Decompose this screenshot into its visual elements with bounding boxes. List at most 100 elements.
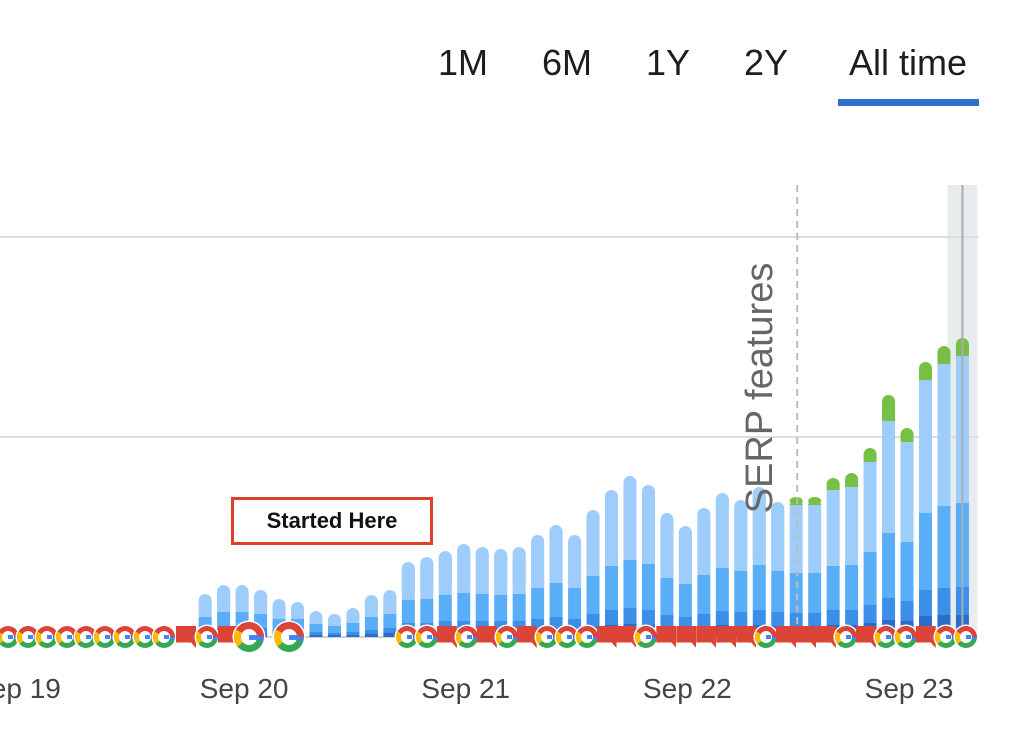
annotation-flag-icon[interactable] — [736, 626, 757, 648]
bar-segment — [660, 615, 674, 627]
annotation-flag-icon[interactable] — [176, 626, 196, 648]
bar-may-21 — [383, 590, 397, 637]
bar-segment — [697, 614, 711, 627]
bar-oct-23 — [919, 362, 932, 637]
bar-segment-top-fill — [697, 514, 711, 575]
tab-6m[interactable]: 6M — [541, 42, 593, 83]
bar-segment-top-fill — [660, 519, 674, 578]
annotation-flag-icon[interactable] — [656, 626, 677, 648]
google-update-icon[interactable] — [0, 626, 19, 648]
google-update-icon[interactable] — [894, 626, 917, 648]
google-update-icon[interactable] — [575, 626, 598, 648]
annotation-flag-icon[interactable] — [516, 626, 537, 648]
bar-segment — [512, 621, 526, 630]
bar-segment — [586, 576, 600, 614]
started-here-annotation: Started Here — [231, 497, 433, 545]
bar-apr-23 — [808, 497, 822, 637]
tab-2y[interactable]: 2Y — [743, 42, 789, 83]
bar-segment — [882, 533, 896, 598]
active-tab-underline — [838, 99, 979, 106]
bar-segment — [383, 614, 397, 628]
bar-segment — [364, 617, 378, 630]
bar-segment-top-fill — [494, 555, 508, 595]
tab-1y[interactable]: 1Y — [645, 42, 691, 83]
bar-segment — [568, 619, 582, 629]
google-update-icon[interactable] — [17, 626, 39, 648]
annotation-flag-icon[interactable] — [716, 626, 737, 648]
google-update-icon[interactable] — [56, 626, 78, 648]
bar-oct-21 — [475, 547, 489, 637]
bar-segment — [364, 634, 378, 637]
google-update-icon[interactable] — [415, 626, 438, 648]
annotation-flag-icon[interactable] — [676, 626, 697, 648]
bar-segment — [475, 621, 489, 630]
annotation-flag-icon[interactable] — [776, 626, 797, 648]
bar-segment — [438, 621, 452, 630]
bar-apr-22 — [586, 510, 600, 637]
bar-segment-top-fill — [734, 506, 748, 571]
bar-segment-top-fill — [641, 491, 655, 564]
google-update-icon[interactable] — [274, 622, 304, 652]
google-update-icon[interactable] — [134, 626, 156, 648]
bar-segment — [678, 584, 692, 617]
x-tick-label: Sep 21 — [421, 673, 510, 704]
bar-segment — [863, 605, 877, 623]
bar-segment-top-fill — [217, 591, 231, 612]
annotation-flag-icon[interactable] — [616, 626, 637, 648]
bar-segment-top-fill — [383, 596, 397, 614]
google-update-icon[interactable] — [934, 626, 957, 648]
bar-segment-top-fill — [826, 484, 840, 490]
bar-segment — [863, 462, 877, 552]
annotation-flag-icon[interactable] — [855, 626, 876, 648]
annotation-flag-icon[interactable] — [915, 626, 936, 648]
serp-features-label: SERP features — [739, 263, 781, 514]
annotation-flag-icon[interactable] — [218, 626, 238, 648]
google-update-icon[interactable] — [874, 626, 897, 648]
google-update-icon[interactable] — [234, 622, 264, 652]
bar-segment — [623, 560, 637, 608]
bar-segment — [752, 610, 766, 625]
google-update-icon[interactable] — [196, 626, 218, 648]
google-update-icon[interactable] — [635, 626, 658, 648]
bar-mar-23 — [789, 497, 803, 637]
annotation-flag-icon[interactable] — [476, 626, 497, 648]
annotation-flag-icon[interactable] — [596, 626, 617, 648]
google-update-icon[interactable] — [36, 626, 58, 648]
bar-segment — [826, 566, 840, 610]
bar-segment — [364, 630, 378, 634]
google-update-icon[interactable] — [455, 626, 478, 648]
bar-segment-top-fill — [900, 434, 914, 442]
bar-segment — [826, 610, 840, 625]
google-update-icon[interactable] — [535, 626, 558, 648]
google-update-icon[interactable] — [555, 626, 578, 648]
bar-feb-23 — [771, 502, 785, 637]
google-update-icon[interactable] — [75, 626, 97, 648]
google-update-icon[interactable] — [954, 626, 977, 648]
google-update-icon[interactable] — [755, 626, 778, 648]
bar-segment-top-fill — [531, 541, 545, 588]
bar-segment-top-fill — [715, 499, 729, 568]
tab-all-time[interactable]: All time — [848, 42, 968, 83]
bar-segment-top-fill — [254, 596, 268, 614]
bar-segment — [808, 505, 822, 573]
tab-1m[interactable]: 1M — [437, 42, 489, 83]
bar-segment — [327, 633, 341, 635]
annotation-flag-icon[interactable] — [696, 626, 717, 648]
annotation-flag-icon[interactable] — [815, 626, 836, 648]
bar-segment — [641, 564, 655, 610]
bar-segment — [660, 578, 674, 615]
google-update-icon[interactable] — [834, 626, 857, 648]
bar-segment — [919, 513, 932, 590]
google-update-icon[interactable] — [495, 626, 518, 648]
bar-segment-top-fill — [623, 482, 637, 560]
annotation-flag-icon[interactable] — [436, 626, 457, 648]
google-update-icon[interactable] — [94, 626, 116, 648]
annotation-flag-icon[interactable] — [796, 626, 816, 648]
google-update-icon[interactable] — [396, 626, 418, 648]
bar-segment — [882, 421, 896, 533]
google-update-icon[interactable] — [153, 626, 175, 648]
bar-segment — [734, 612, 748, 626]
bar-segment — [457, 593, 471, 621]
bar-segment-top-fill — [475, 553, 489, 594]
google-update-icon[interactable] — [114, 626, 136, 648]
